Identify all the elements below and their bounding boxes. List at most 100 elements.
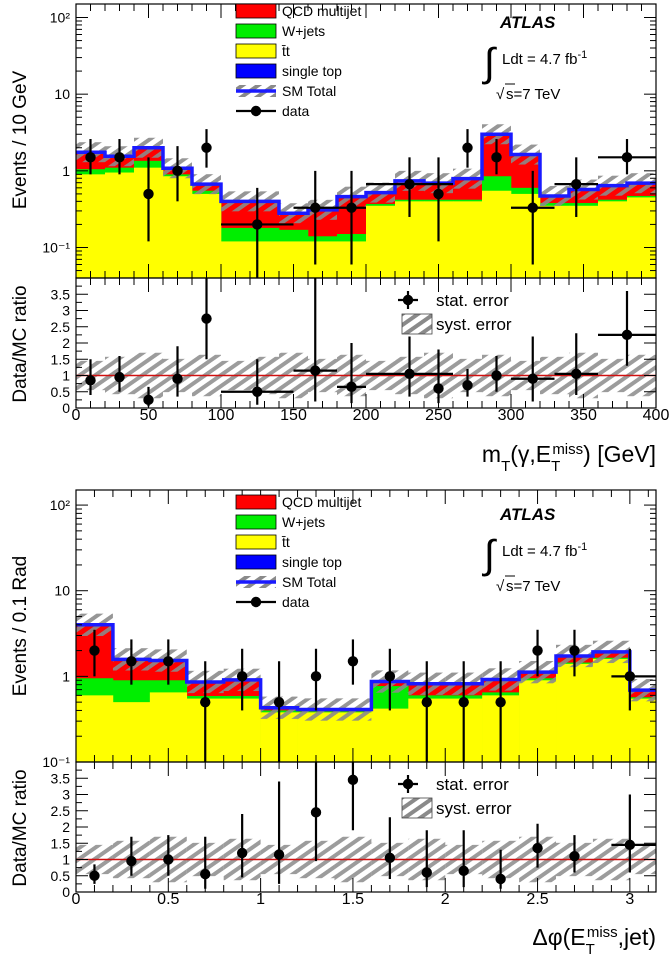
lumi-unit-exponent: -1 [577, 49, 587, 61]
ratio-point [163, 835, 174, 876]
integral-sign: ∫ [482, 41, 498, 85]
data-marker [143, 188, 154, 200]
sqrt-sign: √ [496, 578, 505, 595]
legend-swatch [235, 554, 277, 570]
y-tick-label: 10 [54, 86, 70, 102]
sqrt-sign: √ [496, 86, 505, 103]
x-tick-label: 150 [280, 407, 307, 424]
y-tick-label: 1 [62, 668, 70, 684]
stack-bar-t-t [629, 698, 656, 762]
data-point [310, 648, 322, 711]
legend-label: stat. error [436, 775, 509, 794]
ratio-point [611, 794, 656, 873]
y-tick-label: 10² [50, 497, 71, 513]
y-tick-label: 10⁻¹ [42, 239, 70, 255]
lumi-value: Ldt = 4.7 fb [502, 543, 577, 560]
data-marker [404, 178, 415, 190]
ratio-marker [433, 383, 444, 394]
legend-label: t̄t [282, 43, 290, 59]
legend-label: data [282, 594, 309, 610]
legend-entry: SM Total [236, 83, 336, 99]
legend-entry: stat. error [398, 775, 509, 794]
y-axis-label: Events / 0.1 Rad [10, 556, 31, 696]
data-marker [201, 142, 212, 153]
x-axis: 0 50 100 150 200 250 300 350 400 [72, 4, 670, 424]
y-tick-label: 0.5 [51, 868, 71, 884]
data-point [384, 648, 396, 711]
data-point [221, 187, 294, 278]
y-tick-label: 0 [62, 400, 70, 416]
y-tick-label: 1.5 [51, 835, 71, 851]
data-marker [532, 645, 543, 656]
y-tick-label: 1 [62, 368, 70, 384]
legend-label: data [282, 103, 309, 119]
ratio-point [293, 278, 337, 402]
ratio-point [511, 336, 555, 402]
data-marker [347, 656, 359, 667]
data-marker [569, 645, 580, 656]
data-marker [200, 696, 211, 708]
x-axis-label: Δφ(ETmiss,jet) [532, 924, 656, 958]
legend-label: syst. error [436, 799, 512, 818]
data-point [172, 146, 183, 202]
stack-bar-t-t [112, 702, 151, 762]
data-point [495, 661, 506, 762]
legend-label: t̄t [282, 534, 290, 550]
lumi-value: Ldt = 4.7 fb [502, 51, 577, 68]
legend-swatch [235, 43, 277, 59]
stack-bar-t-t [540, 205, 570, 278]
ratio-point [89, 864, 100, 884]
stack-bar-t-t [598, 201, 628, 278]
x-tick-label: 0 [72, 891, 81, 908]
data-marker [458, 696, 469, 708]
x-tick-label: 400 [643, 407, 670, 424]
ratio-marker [252, 386, 263, 397]
ratio-marker [621, 329, 633, 341]
y-tick-label: 0 [62, 884, 70, 900]
ratio-marker [114, 371, 125, 383]
data-point [433, 157, 444, 242]
data-marker [252, 219, 263, 230]
atlas-label: ATLAS [499, 13, 556, 32]
data-point [347, 639, 359, 685]
data-marker [421, 696, 432, 708]
data-marker [114, 152, 125, 163]
legend-marker [402, 778, 414, 790]
data-point [126, 639, 137, 685]
y-tick-label: 3 [62, 787, 70, 803]
data-marker [310, 671, 322, 682]
data-point [511, 170, 555, 265]
data-point [491, 139, 502, 175]
ratio-point [458, 830, 469, 888]
data-marker [85, 152, 96, 163]
ratio-marker [273, 849, 285, 860]
y-tick-label: 2.5 [51, 319, 71, 335]
data-point [114, 139, 125, 175]
legend-entry: syst. error [401, 797, 512, 819]
ratio-point [126, 836, 137, 876]
ratio-point [384, 817, 396, 879]
legend-marker [250, 596, 262, 608]
ratio-y-axis-label: Data/MC ratio [10, 769, 31, 886]
x-tick-label: 3 [625, 891, 634, 908]
legend-label: QCD multijet [282, 3, 361, 19]
legend-entry: single top [235, 554, 342, 570]
data-marker [433, 188, 444, 200]
x-tick-label: 2.5 [526, 891, 548, 908]
ratio-point [273, 781, 285, 884]
x-tick-label: 2 [441, 891, 450, 908]
x-tick-label: 1 [256, 891, 265, 908]
x-axis-label: mT(γ,ETmiss) [GeV] [482, 441, 656, 475]
y-tick-label: 2 [62, 335, 70, 351]
y-tick-label: 0.5 [51, 384, 71, 400]
legend-entry: W+jets [235, 23, 325, 39]
y-tick-label: 10² [50, 9, 71, 25]
legend-entry: QCD multijet [235, 3, 361, 19]
data-marker [310, 202, 321, 213]
y-axis-label: Events / 10 GeV [10, 70, 31, 209]
ratio-point [114, 356, 125, 392]
ratio-marker [310, 365, 321, 376]
ratio-point [310, 762, 322, 862]
ratio-point [200, 836, 211, 889]
